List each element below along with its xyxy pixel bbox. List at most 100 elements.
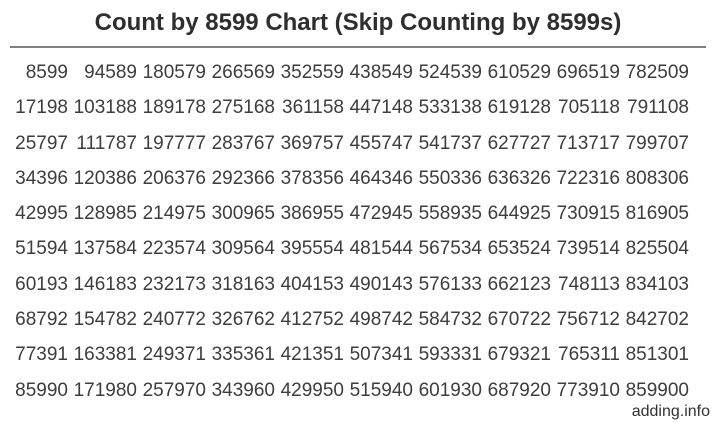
table-cell: 799707 <box>625 132 689 154</box>
table-cell: 584732 <box>418 309 482 331</box>
table-cell: 361158 <box>282 97 344 119</box>
table-cell: 77391 <box>15 344 68 366</box>
table-cell: 696519 <box>556 62 620 83</box>
table-cell: 34396 <box>15 167 68 189</box>
table-cell: 343960 <box>211 379 275 401</box>
table-cell: 481544 <box>349 238 413 260</box>
table-cell: 51594 <box>15 238 68 260</box>
table-cell: 352559 <box>280 62 344 83</box>
table-cell: 808306 <box>625 167 689 189</box>
table-cell: 335361 <box>211 344 275 366</box>
title-divider <box>10 46 706 48</box>
table-cell: 275168 <box>211 97 275 119</box>
number-table: 8599 94589 180579 266569 352559 438549 524539 6… <box>0 55 690 408</box>
table-cell: 662123 <box>487 273 551 295</box>
table-cell: 137584 <box>73 238 137 260</box>
table-cell: 619128 <box>487 97 551 119</box>
table-cell: 412752 <box>280 309 344 331</box>
table-cell: 232173 <box>142 273 206 295</box>
table-cell: 94589 <box>84 62 137 83</box>
table-cell: 60193 <box>15 273 68 295</box>
table-cell: 318163 <box>211 273 275 295</box>
table-cell: 309564 <box>211 238 275 260</box>
table-cell: 42995 <box>15 203 68 225</box>
table-cell: 533138 <box>418 97 482 119</box>
table-cell: 601930 <box>418 379 482 401</box>
page-title: Count by 8599 Chart (Skip Counting by 85… <box>94 9 622 36</box>
table-cell: 593331 <box>418 344 482 366</box>
table-cell: 171980 <box>73 379 137 401</box>
table-cell: 507341 <box>349 344 413 366</box>
table-cell: 670722 <box>487 309 551 331</box>
table-cell: 722316 <box>556 167 620 189</box>
table-cell: 851301 <box>625 344 689 366</box>
table-cell: 438549 <box>349 62 413 83</box>
table-cell: 378356 <box>280 167 344 189</box>
table-cell: 189178 <box>142 97 206 119</box>
table-cell: 773910 <box>556 379 620 401</box>
table-cell: 128985 <box>73 203 137 225</box>
table-cell: 455747 <box>349 132 413 154</box>
table-cell: 825504 <box>625 238 689 260</box>
table-cell: 85990 <box>15 379 68 401</box>
table-cell: 292366 <box>211 167 275 189</box>
table-cell: 300965 <box>211 203 275 225</box>
table-cell: 834103 <box>625 273 689 295</box>
table-cell: 687920 <box>487 379 551 401</box>
table-cell: 558935 <box>418 203 482 225</box>
table-cell: 730915 <box>556 203 620 225</box>
site-credit: adding.info <box>631 403 710 420</box>
table-cell: 257970 <box>142 379 206 401</box>
table-cell: 429950 <box>280 379 344 401</box>
table-cell: 791108 <box>627 97 689 119</box>
table-cell: 748113 <box>558 273 620 295</box>
table-cell: 515940 <box>349 379 413 401</box>
table-cell: 206376 <box>142 167 206 189</box>
table-cell: 679321 <box>487 344 551 366</box>
table-cell: 395554 <box>280 238 344 260</box>
table-cell: 8599 <box>25 62 68 83</box>
table-cell: 154782 <box>73 309 137 331</box>
table-cell: 576133 <box>418 273 482 295</box>
table-cell: 197777 <box>142 132 206 154</box>
table-cell: 223574 <box>142 238 206 260</box>
table-cell: 644925 <box>487 203 551 225</box>
table-cell: 541737 <box>418 132 482 154</box>
table-cell: 756712 <box>556 309 620 331</box>
table-cell: 283767 <box>211 132 275 154</box>
table-cell: 421351 <box>280 344 344 366</box>
table-cell: 180579 <box>142 62 206 83</box>
table-cell: 214975 <box>142 203 206 225</box>
table-cell: 386955 <box>280 203 344 225</box>
table-cell: 111787 <box>76 132 137 154</box>
table-cell: 713717 <box>556 132 620 154</box>
table-cell: 146183 <box>73 273 137 295</box>
table-cell: 17198 <box>15 97 68 119</box>
table-cell: 782509 <box>625 62 689 83</box>
table-cell: 636326 <box>487 167 551 189</box>
table-cell: 326762 <box>211 309 275 331</box>
table-cell: 68792 <box>15 309 68 331</box>
table-cell: 103188 <box>73 97 137 119</box>
table-cell: 816905 <box>625 203 689 225</box>
table-cell: 447148 <box>349 97 413 119</box>
table-cell: 404153 <box>280 273 344 295</box>
table-cell: 550336 <box>418 167 482 189</box>
table-cell: 842702 <box>625 309 689 331</box>
table-cell: 25797 <box>15 132 68 154</box>
table-cell: 653524 <box>487 238 551 260</box>
table-cell: 249371 <box>142 344 206 366</box>
table-cell: 610529 <box>487 62 551 83</box>
table-cell: 240772 <box>142 309 206 331</box>
table-cell: 705118 <box>558 97 620 119</box>
table-cell: 464346 <box>349 167 413 189</box>
table-cell: 472945 <box>349 203 413 225</box>
table-cell: 524539 <box>418 62 482 83</box>
table-cell: 266569 <box>211 62 275 83</box>
table-cell: 498742 <box>349 309 413 331</box>
table-cell: 120386 <box>73 167 137 189</box>
table-cell: 567534 <box>418 238 482 260</box>
table-cell: 765311 <box>558 344 620 366</box>
table-cell: 369757 <box>280 132 344 154</box>
